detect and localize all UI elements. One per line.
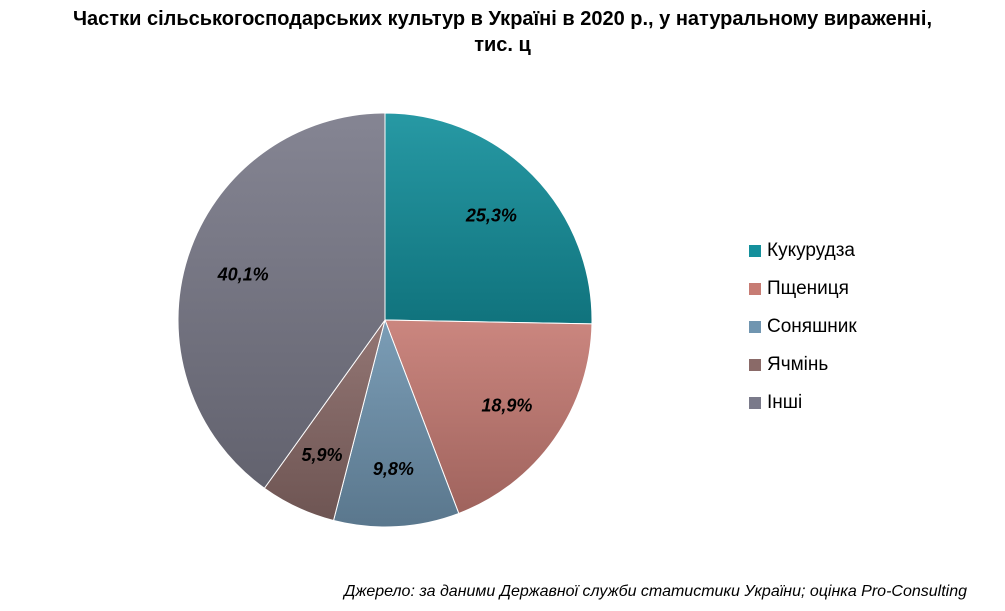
legend-item-corn: Кукурудза xyxy=(749,232,857,270)
pie-slice-other xyxy=(177,112,386,489)
legend-item-sunflower: Соняшник xyxy=(749,308,857,346)
legend-label-corn: Кукурудза xyxy=(767,240,855,261)
data-label-other: 40,1% xyxy=(217,264,269,284)
legend-item-other: Інші xyxy=(749,384,857,422)
data-label-corn: 25,3% xyxy=(465,206,517,226)
chart-title-line-1: Частки сільськогосподарських культур в У… xyxy=(72,8,932,30)
legend-label-sunflower: Соняшник xyxy=(767,316,857,337)
legend: Кукурудза Пщениця Соняшник Ячмінь Інші xyxy=(749,232,857,422)
legend-swatch-barley xyxy=(749,359,761,371)
legend-swatch-other xyxy=(749,397,761,409)
legend-label-other: Інші xyxy=(767,392,803,413)
legend-swatch-sunflower xyxy=(749,321,761,333)
data-label-wheat: 18,9% xyxy=(481,396,532,416)
chart-title: Частки сільськогосподарських культур в У… xyxy=(0,6,1005,58)
legend-label-wheat: Пщениця xyxy=(767,278,849,299)
pie-slice-sunflower xyxy=(332,318,460,528)
legend-label-barley: Ячмінь xyxy=(767,354,829,375)
legend-swatch-wheat xyxy=(749,283,761,295)
data-label-sunflower: 9,8% xyxy=(373,459,414,479)
pie-slice-corn xyxy=(384,112,593,325)
legend-swatch-corn xyxy=(749,245,761,257)
chart-title-line-2: тис. ц xyxy=(474,34,531,56)
legend-item-wheat: Пщениця xyxy=(749,270,857,308)
legend-item-barley: Ячмінь xyxy=(749,346,857,384)
source-note: Джерело: за даними Державної служби стат… xyxy=(344,583,967,600)
data-label-barley: 5,9% xyxy=(301,445,342,465)
pie-slice-wheat xyxy=(384,319,593,515)
